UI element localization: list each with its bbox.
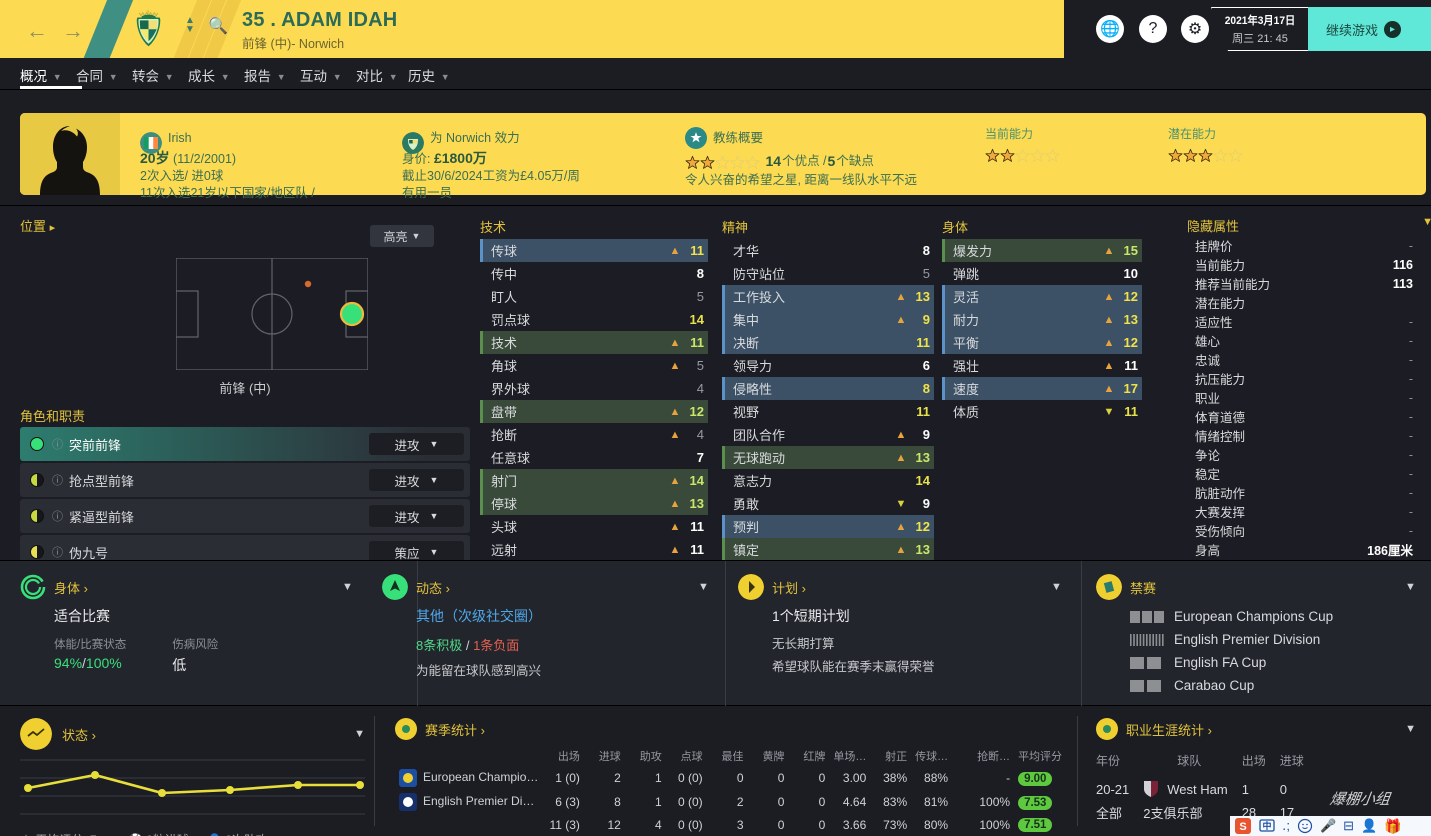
svg-text:S: S	[1239, 821, 1246, 833]
svg-text:中: 中	[1262, 820, 1271, 831]
